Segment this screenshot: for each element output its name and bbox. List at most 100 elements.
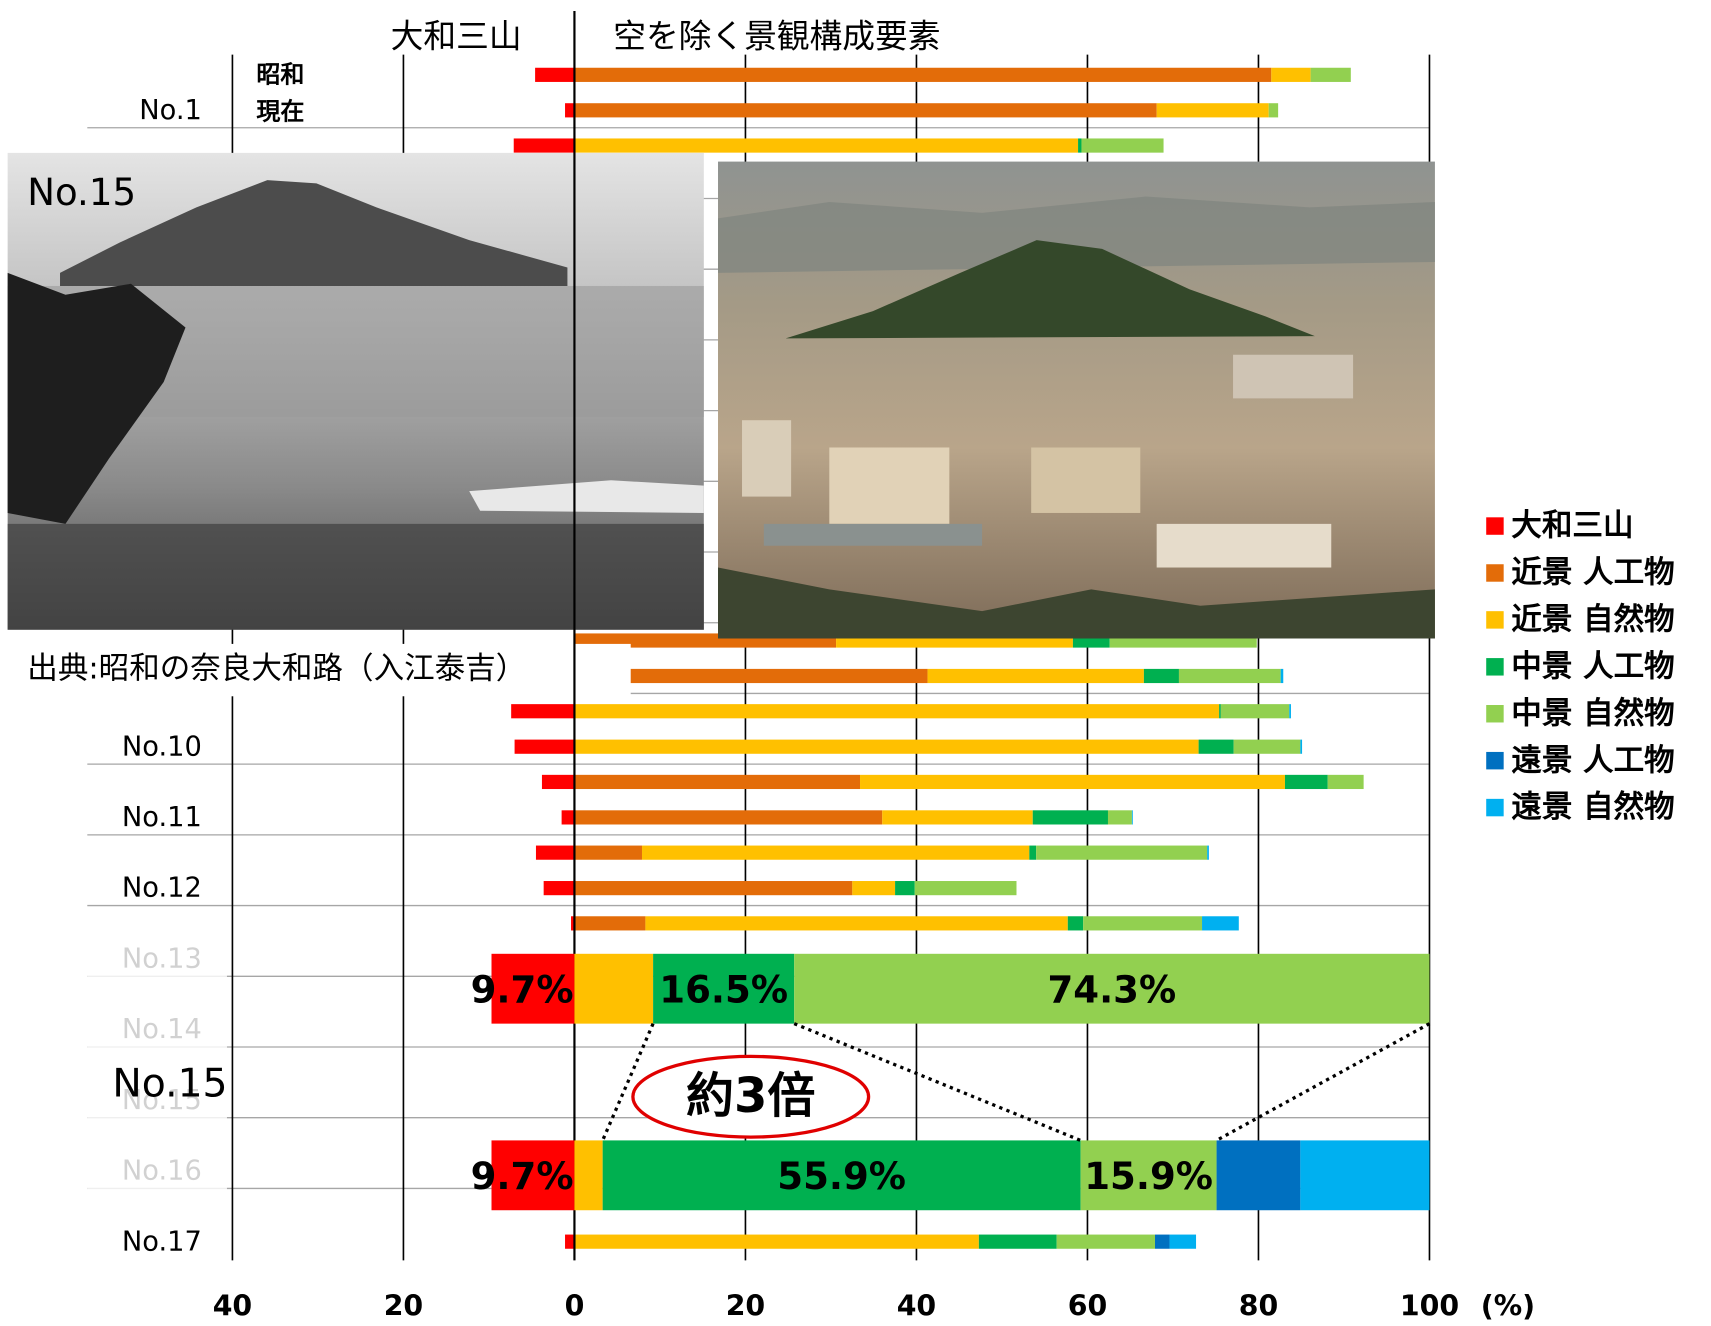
header-right: 空を除く景観構成要素 — [613, 17, 940, 55]
x-tick-label: 60 — [1068, 1289, 1107, 1322]
bar-segment — [860, 774, 1285, 790]
row-label: No.1 — [139, 95, 202, 126]
building — [742, 420, 792, 497]
bar-segment — [1169, 1234, 1197, 1249]
building — [1156, 523, 1332, 568]
bar-segment — [541, 774, 575, 790]
legend-swatch — [1486, 517, 1504, 535]
bar-segment — [514, 739, 575, 754]
bar-segment — [574, 774, 861, 790]
bar-segment — [491, 1140, 575, 1211]
bar-segment — [574, 67, 1272, 82]
bar-segment — [1081, 138, 1164, 153]
legend-label: 大和三山 — [1511, 509, 1633, 544]
bar-segment — [574, 1140, 603, 1211]
bar-segment — [794, 953, 1430, 1024]
mountain-new — [785, 240, 1315, 339]
bar-segment — [1036, 845, 1208, 860]
legend-label: 遠景 自然物 — [1511, 789, 1674, 825]
bar-segment — [1271, 67, 1311, 82]
bar-segment — [574, 138, 1079, 153]
bar-segment — [914, 881, 1017, 896]
bar-segment — [1220, 704, 1290, 719]
bar-segment — [535, 67, 575, 82]
legend-label: 近景 自然物 — [1511, 601, 1674, 637]
foreground-new — [718, 567, 1435, 639]
legend-label: 遠景 人工物 — [1511, 743, 1674, 778]
bar-segment — [574, 916, 646, 931]
value-label: 16.5% — [659, 968, 788, 1011]
building — [1031, 447, 1141, 513]
photo-label: No.15 — [27, 171, 136, 214]
legend-label: 中景 人工物 — [1511, 649, 1674, 684]
bar-segment — [1178, 668, 1281, 684]
bar-segment — [1198, 739, 1234, 754]
bar-segment — [574, 704, 1220, 719]
bar-segment — [1080, 1140, 1217, 1211]
hills-new — [718, 196, 1435, 273]
value-label: 9.7% — [471, 968, 574, 1011]
zoom-label: No.15 — [112, 1061, 227, 1106]
bar-segment — [511, 704, 575, 719]
top-layer: 40 20 0 20 40 60 80 100 9.7% 16.5% 74.3% 9.7% 55.9% 1… — [213, 11, 1675, 1322]
bar-segment — [653, 953, 795, 1024]
connector — [601, 1022, 655, 1142]
bar-segment — [535, 845, 575, 860]
legend-swatch — [1486, 611, 1504, 629]
value-label: 15.9% — [1084, 1155, 1213, 1198]
annotation: 約3倍 — [686, 1068, 815, 1124]
row-label: No.11 — [122, 802, 202, 833]
legend-swatch — [1486, 705, 1504, 723]
bar-segment — [1300, 1140, 1430, 1211]
station — [763, 523, 983, 546]
bar-segment — [1280, 668, 1284, 684]
bar-segment — [1107, 810, 1132, 825]
photo-caption: 出典:昭和の奈良大和路（入江泰吉） — [27, 652, 526, 687]
bar-segment — [543, 881, 575, 896]
legend-swatch — [1486, 564, 1504, 582]
bar-segment — [561, 810, 575, 825]
bar-segment — [574, 810, 883, 825]
bar-segment — [1067, 916, 1084, 931]
building — [829, 447, 950, 524]
legend-label: 近景 人工物 — [1511, 556, 1674, 591]
era-label: 昭和 — [256, 60, 304, 88]
value-label: 55.9% — [777, 1155, 906, 1198]
bar-segment — [1032, 810, 1108, 825]
row-label: No.17 — [122, 1226, 202, 1257]
x-tick-label: 0 — [565, 1289, 585, 1322]
river-old — [469, 480, 704, 513]
bar-segment — [1029, 845, 1037, 860]
bar-segment — [927, 668, 1144, 684]
bar-segment — [1310, 67, 1351, 82]
x-tick-label: 20 — [384, 1289, 423, 1322]
bar-segment — [491, 953, 575, 1024]
legend-swatch — [1486, 798, 1504, 817]
bar-segment — [1219, 704, 1221, 719]
caption-box — [21, 643, 631, 697]
bar-segment — [1300, 739, 1303, 754]
bar-segment — [852, 881, 896, 896]
bar-segment — [1131, 810, 1133, 825]
legend-swatch — [1486, 751, 1504, 770]
annotation-ellipse — [631, 1054, 871, 1139]
bar-segment — [1233, 739, 1301, 754]
connector — [1215, 1022, 1431, 1142]
bar-segment — [574, 881, 853, 896]
bar-segment — [602, 1140, 1081, 1211]
bar-segment — [574, 103, 1157, 118]
bar-segment — [1327, 774, 1364, 790]
bar-segment — [574, 953, 654, 1024]
header-left: 大和三山 — [391, 17, 522, 55]
x-tick-label: 80 — [1239, 1289, 1278, 1322]
bar-segment — [574, 668, 928, 684]
row-label: No.10 — [122, 731, 202, 762]
roofs-old — [7, 523, 704, 630]
label-fade — [87, 938, 227, 1201]
row-label: No.12 — [122, 873, 202, 904]
bar-segment — [1056, 1234, 1156, 1249]
connector — [793, 1022, 1082, 1142]
bar-segment — [645, 916, 1068, 931]
